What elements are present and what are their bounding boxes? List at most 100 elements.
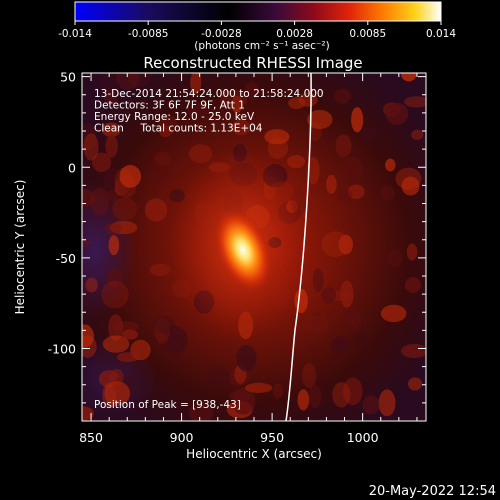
- texture-blob: [321, 231, 349, 258]
- texture-blob: [407, 377, 423, 391]
- texture-blob: [206, 365, 230, 389]
- colorbar: -0.014 -0.0085 -0.0028 0.0028 0.0085 0.014 (p…: [58, 1, 456, 52]
- texture-blob: [406, 243, 418, 261]
- colorbar-tick-label: -0.014: [58, 28, 92, 40]
- texture-blob: [302, 316, 330, 333]
- colorbar-units: (photons cm⁻² s⁻¹ asec⁻²): [194, 40, 329, 52]
- texture-blob: [82, 122, 96, 151]
- texture-blob: [112, 197, 138, 221]
- texture-blob: [119, 164, 142, 188]
- texture-blob: [335, 134, 352, 157]
- texture-blob: [83, 133, 99, 161]
- x-axis-label: Heliocentric X (arcsec): [186, 447, 322, 461]
- texture-blob: [102, 335, 130, 353]
- x-tick-label: 900: [170, 430, 194, 445]
- texture-blob: [106, 268, 123, 288]
- info-line: Detectors: 3F 6F 7F 9F, Att 1: [94, 100, 245, 112]
- x-tick-label: 1000: [347, 430, 379, 445]
- texture-blob: [326, 174, 337, 194]
- heatmap-image: [82, 73, 426, 421]
- texture-blob: [101, 280, 129, 309]
- texture-blob: [307, 109, 333, 130]
- texture-blob: [187, 102, 211, 117]
- texture-blob: [338, 234, 353, 255]
- texture-blob: [108, 235, 120, 256]
- texture-blob: [380, 185, 395, 201]
- texture-blob: [337, 189, 353, 202]
- peak-position-label: Position of Peak = [938,-43]: [94, 399, 241, 411]
- texture-blob: [385, 102, 409, 125]
- texture-blob: [109, 220, 138, 235]
- texture-blob: [352, 330, 367, 350]
- texture-blob: [219, 89, 248, 110]
- timestamp: 20-May-2022 12:54: [369, 484, 496, 499]
- texture-blob: [236, 344, 257, 372]
- x-tick-label: 850: [79, 430, 103, 445]
- texture-blob: [149, 169, 174, 183]
- texture-blob: [92, 152, 111, 173]
- texture-blob: [121, 329, 139, 340]
- texture-blob: [401, 176, 420, 196]
- texture-blob: [189, 144, 213, 164]
- texture-blob: [342, 377, 363, 406]
- texture-blob: [82, 189, 95, 208]
- texture-blob: [116, 352, 139, 363]
- texture-blob: [154, 317, 170, 344]
- texture-blob: [109, 368, 124, 386]
- texture-blob: [321, 287, 337, 304]
- texture-blob: [308, 384, 322, 409]
- y-axis: 50 0 -50 -100: [48, 70, 426, 404]
- texture-blob: [116, 73, 140, 91]
- texture-blob: [153, 315, 176, 333]
- texture-blob: [244, 81, 260, 101]
- texture-blob: [312, 267, 324, 293]
- texture-blob: [351, 107, 364, 133]
- texture-blob: [385, 158, 396, 172]
- texture-blob: [272, 383, 284, 399]
- texture-blob: [380, 304, 407, 323]
- texture-blob: [302, 363, 317, 389]
- texture-blob: [244, 382, 273, 393]
- info-line: Energy Range: 12.0 - 25.0 keV: [94, 111, 255, 123]
- texture-blob: [90, 187, 109, 216]
- y-tick-label: -100: [48, 342, 76, 357]
- y-tick-label: -50: [56, 251, 76, 266]
- texture-blob: [387, 248, 403, 268]
- texture-blob: [404, 276, 421, 294]
- info-line: 13-Dec-2014 21:54:24.000 to 21:58:24.000: [94, 88, 324, 100]
- texture-blob: [190, 73, 202, 95]
- texture-blob: [340, 280, 354, 308]
- peak-source: [213, 208, 273, 292]
- texture-blob: [105, 222, 122, 235]
- texture-blob: [264, 129, 290, 145]
- texture-blob: [333, 88, 352, 104]
- x-tick-label: 950: [260, 430, 284, 445]
- texture-blob: [395, 167, 422, 190]
- texture-blob: [101, 122, 121, 138]
- texture-blob: [82, 335, 97, 358]
- texture-blob: [332, 381, 351, 408]
- colorbar-tick-label: 0.0028: [276, 28, 313, 40]
- texture-blob: [411, 129, 424, 140]
- texture-blob: [228, 367, 250, 386]
- colorbar-ticks: -0.014 -0.0085 -0.0028 0.0028 0.0085 0.014: [58, 21, 456, 40]
- texture-blob: [149, 263, 171, 276]
- texture-blob: [231, 119, 251, 136]
- texture-blob: [158, 113, 178, 136]
- texture-blob: [105, 134, 118, 158]
- x-axis: 850 900 950 1000: [79, 73, 418, 445]
- texture-blob: [404, 96, 426, 108]
- texture-blob: [85, 277, 98, 293]
- texture-blob: [297, 389, 310, 411]
- info-annotations: 13-Dec-2014 21:54:24.000 to 21:58:24.000…: [94, 88, 324, 135]
- texture-blob: [400, 343, 426, 359]
- texture-blob: [347, 184, 365, 199]
- y-tick-label: 0: [68, 160, 76, 175]
- texture-blob: [311, 311, 322, 327]
- texture-blob: [330, 336, 350, 355]
- texture-blob: [288, 97, 306, 110]
- chart-title: Reconstructed RHESSI Image: [143, 54, 362, 72]
- texture-blob: [287, 155, 306, 169]
- texture-blob: [159, 124, 172, 138]
